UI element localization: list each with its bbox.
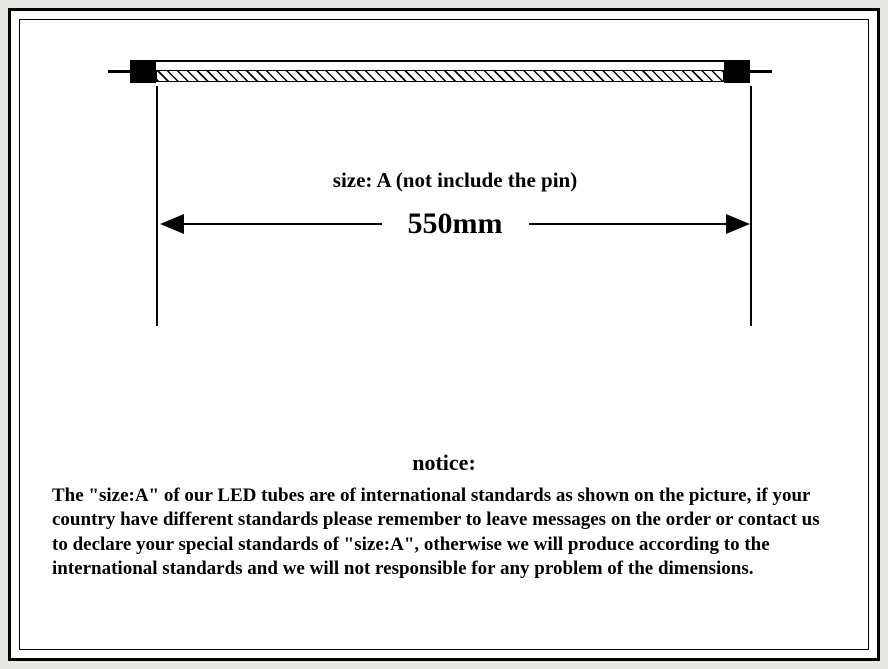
arrow-shaft-right [529,223,735,225]
tube-body-top [156,60,724,70]
tube-pin-left [108,70,130,73]
diagram-area: size: A (not include the pin) 550mm [20,20,868,390]
dimension-arrow-right [521,223,753,225]
notice-section: notice: The "size:A" of our LED tubes ar… [52,450,836,581]
arrowhead-right-icon [726,214,750,234]
notice-body: The "size:A" of our LED tubes are of int… [52,484,836,581]
tube-endcap-left [130,60,156,83]
dimension-arrow-left [158,223,390,225]
inner-frame: size: A (not include the pin) 550mm noti… [19,19,869,650]
outer-frame: size: A (not include the pin) 550mm noti… [8,8,880,661]
tube-body-hatched [156,70,724,82]
size-label: size: A (not include the pin) [158,168,752,193]
dimension-row: 550mm [158,205,752,243]
notice-title: notice: [52,450,836,476]
tube-endcap-right [724,60,750,83]
arrow-shaft-left [176,223,382,225]
dimension-value: 550mm [390,207,521,241]
tube-pin-right [750,70,772,73]
